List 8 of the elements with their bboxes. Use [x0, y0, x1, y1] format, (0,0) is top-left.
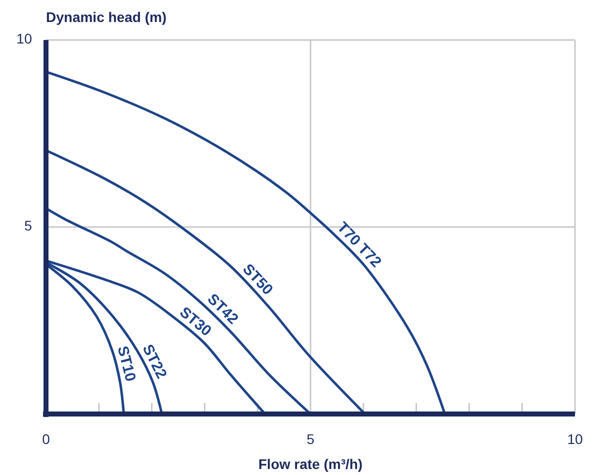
x-tick-label: 10 [567, 431, 583, 447]
x-tick-label: 5 [306, 431, 315, 447]
text: T70 T72 [334, 218, 385, 271]
x-axis-title: Flow rate (m³/h) [258, 456, 363, 472]
text: ST22 [138, 342, 170, 382]
x-tick-label: 0 [42, 431, 50, 447]
text: ST10 [114, 344, 139, 384]
y-axis-title: Dynamic head (m) [46, 9, 167, 25]
